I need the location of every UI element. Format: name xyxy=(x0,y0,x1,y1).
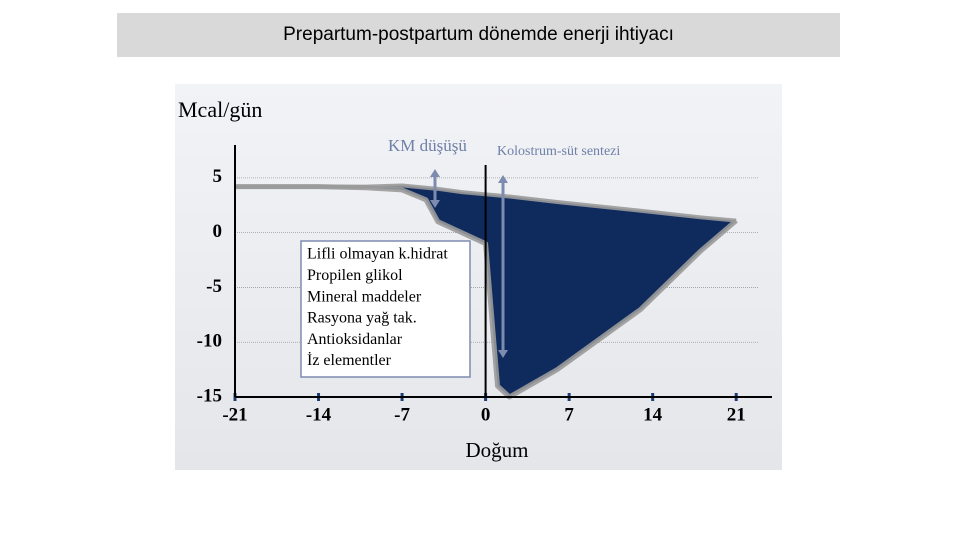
y-tick-label: -15 xyxy=(197,385,222,406)
x-axis-label: Doğum xyxy=(466,438,529,462)
gap-area xyxy=(235,185,737,397)
arrow-head xyxy=(430,169,440,177)
series-line xyxy=(235,184,738,400)
y-tick-label: 0 xyxy=(213,221,223,242)
y-axis-label: Mcal/gün xyxy=(178,97,262,122)
slide-title: Prepartum-postpartum dönemde enerji ihti… xyxy=(117,13,840,57)
annotation: Kolostrum-süt sentezi xyxy=(497,144,620,159)
x-tick-label: -14 xyxy=(306,404,332,425)
list-box xyxy=(300,240,471,378)
list-item: Mineral maddeler xyxy=(307,288,422,305)
x-tick-label: 0 xyxy=(481,404,491,425)
arrow-head xyxy=(498,350,508,358)
y-tick-label: -5 xyxy=(206,276,222,297)
y-tick-label: -10 xyxy=(197,331,222,352)
x-tick-label: 21 xyxy=(727,404,746,425)
x-tick-label: 14 xyxy=(643,404,663,425)
x-tick-label: -21 xyxy=(222,404,247,425)
list-item: Rasyona yağ tak. xyxy=(307,310,417,327)
x-tick-label: 7 xyxy=(564,404,574,425)
arrow-head xyxy=(498,175,508,183)
list-item: İz elementler xyxy=(307,351,392,369)
list-item: Lifli olmayan k.hidrat xyxy=(307,246,448,263)
chart-background xyxy=(175,84,782,470)
y-tick-label: 5 xyxy=(213,166,223,187)
list-item: Antioksidanlar xyxy=(307,331,403,348)
x-tick-label: -7 xyxy=(394,404,410,425)
arrow-head xyxy=(430,200,440,208)
annotation: KM düşüşü xyxy=(388,136,467,155)
list-item: Propilen glikol xyxy=(307,267,403,284)
